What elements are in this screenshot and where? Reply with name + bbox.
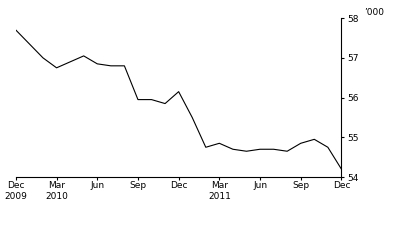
- Text: ’000: ’000: [364, 7, 384, 17]
